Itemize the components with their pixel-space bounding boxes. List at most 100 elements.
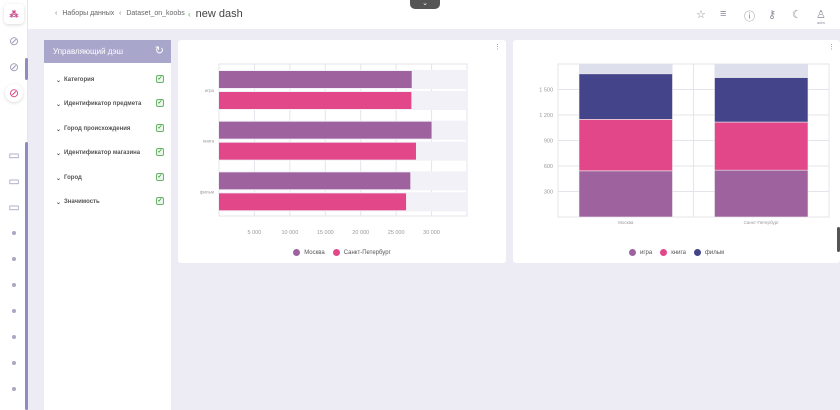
legend-label: Москва — [304, 250, 325, 256]
legend-dot — [293, 248, 301, 256]
nav-dot[interactable] — [12, 309, 16, 313]
nav-dot[interactable] — [12, 387, 16, 391]
breadcrumb-dataset[interactable]: ‹ Dataset_on_koobs — [119, 10, 185, 17]
y-tick-label: фильм — [200, 189, 214, 194]
filter-item[interactable]: ⌄ Значимость ✓ — [56, 197, 164, 206]
more-icon[interactable]: ⋮ — [494, 44, 501, 51]
chevron-down-icon: ⌄ — [56, 175, 62, 182]
checkbox[interactable]: ✓ — [156, 172, 164, 181]
filter-label: Значимость — [64, 199, 100, 205]
legend-dot — [629, 248, 637, 256]
collapse-toggle[interactable]: ⌄ — [410, 0, 440, 9]
checkbox[interactable]: ✓ — [156, 75, 164, 83]
x-tick-label: Москва — [618, 220, 634, 225]
bar-segment — [578, 119, 673, 172]
bar-chart-card: ⋮ 5 000 10 000 15 000 20 000 25 000 30 000 игр… — [178, 40, 506, 263]
plot-area — [218, 63, 468, 217]
user-label: adm — [817, 20, 825, 25]
legend-dot — [693, 248, 701, 256]
nav-dot[interactable] — [12, 231, 16, 235]
legend-label: Санкт-Петербург — [343, 250, 391, 256]
x-tick-label: 5 000 — [248, 230, 262, 236]
chevron-down-icon: ⌄ — [56, 200, 62, 206]
stacked-chart-card: ⋮ 300 600 900 1 200 1 500 Москва Санкт-Петербу… — [513, 40, 840, 263]
chevron-down-icon: ⌄ — [422, 0, 428, 7]
filter-panel-title: Управляющий дэш — [53, 47, 124, 56]
reset-icon[interactable]: ↻ — [154, 45, 164, 57]
checkbox[interactable]: ✓ — [156, 148, 164, 157]
legend-item[interactable]: игра — [629, 248, 653, 256]
chevron-left-icon: ‹ — [55, 10, 58, 17]
checkbox[interactable]: ✓ — [156, 123, 164, 132]
legend-dot — [660, 248, 668, 256]
nav-dot[interactable] — [12, 361, 16, 365]
nav-dot[interactable] — [12, 283, 16, 287]
chevron-down-icon: ⌄ — [56, 151, 62, 158]
legend-item[interactable]: фильм — [693, 248, 724, 256]
filter-item[interactable]: ⌄ Город ✓ — [56, 172, 164, 182]
y-tick-label: 600 — [544, 164, 553, 170]
star-icon[interactable]: ☆ — [696, 9, 706, 21]
x-tick-label: 30 000 — [423, 230, 440, 236]
legend-item[interactable]: Санкт-Петербург — [332, 248, 391, 256]
nav-dot[interactable] — [12, 257, 16, 261]
bar — [219, 172, 411, 190]
filter-label: Город — [64, 174, 82, 181]
help-icon[interactable]: ⓘ — [744, 11, 755, 23]
folder-icon[interactable]: ▭ — [8, 174, 20, 188]
legend-label: фильм — [704, 250, 724, 256]
filter-item[interactable]: ⌄ Город происхождения ✓ — [56, 123, 164, 133]
filter-item[interactable]: ⌄ Категория ✓ — [56, 75, 164, 84]
filter-label: Идентификатор магазина — [64, 150, 141, 157]
x-tick-label: 15 000 — [317, 230, 334, 236]
chevron-left-icon: ‹ — [188, 9, 191, 19]
nav-dot[interactable] — [12, 335, 16, 339]
bar — [219, 92, 412, 109]
chevron-down-icon: ⌄ — [56, 126, 62, 133]
bar — [219, 121, 432, 139]
app-logo[interactable]: ⁂ — [4, 4, 24, 24]
filter-label: Город происхождения — [64, 125, 131, 132]
breadcrumb-datasets[interactable]: ‹ Наборы данных — [55, 10, 114, 17]
legend-item[interactable]: книга — [660, 248, 686, 256]
x-tick-label: Санкт-Петербург — [744, 220, 780, 225]
bar-segment — [578, 73, 673, 120]
chevron-down-icon: ⌄ — [56, 102, 62, 109]
page-title: ‹ new dash — [188, 8, 243, 20]
wrench-icon[interactable]: ⚷ — [768, 9, 777, 21]
filter-item[interactable]: ⌄ Идентификатор магазина ✓ — [56, 148, 164, 158]
legend-item[interactable]: Москва — [293, 248, 325, 256]
bar-segment — [714, 77, 809, 123]
legend: Москва Санкт-Петербург — [178, 248, 506, 256]
y-tick-label: игра — [205, 88, 215, 93]
x-tick-label: 20 000 — [352, 230, 369, 236]
scrollbar[interactable] — [25, 142, 28, 410]
scrollbar[interactable] — [25, 58, 28, 80]
filter-label: Категория — [64, 77, 95, 83]
checkbox[interactable]: ✓ — [156, 197, 164, 205]
folder-icon[interactable]: ▭ — [8, 148, 20, 162]
x-tick-label: 10 000 — [281, 230, 298, 236]
folder-icon[interactable]: ▭ — [8, 200, 20, 214]
user-icon[interactable]: ♙ adm — [816, 9, 826, 25]
list-icon[interactable]: ≡ — [720, 8, 727, 20]
chevron-down-icon: ⌄ — [56, 78, 62, 84]
horizontal-bar-chart: 5 000 10 000 15 000 20 000 25 000 30 000 игра к… — [200, 63, 468, 236]
stacked-bar-chart: 300 600 900 1 200 1 500 Москва Санкт-Петербург — [539, 63, 830, 225]
more-icon[interactable]: ⋮ — [828, 44, 835, 51]
y-tick-label: 1 200 — [539, 113, 553, 119]
bar — [219, 193, 407, 211]
bar — [219, 71, 412, 88]
dashboard-icon[interactable]: ⊘ — [8, 60, 20, 74]
legend-label: игра — [640, 250, 653, 256]
dashboard-icon[interactable]: ⊘ — [8, 34, 20, 48]
filter-panel-header: Управляющий дэш ↻ — [44, 40, 171, 63]
legend-label: книга — [671, 250, 686, 256]
moon-icon[interactable]: ☾ — [792, 9, 802, 21]
checkbox[interactable]: ✓ — [156, 99, 164, 108]
active-dashboard-icon[interactable]: ⊘ — [5, 84, 23, 102]
legend-dot — [332, 248, 340, 256]
filter-item[interactable]: ⌄ Идентификатор предмета ✓ — [56, 99, 164, 109]
scrollbar[interactable] — [837, 227, 840, 252]
y-tick-label: 1 500 — [539, 88, 553, 94]
